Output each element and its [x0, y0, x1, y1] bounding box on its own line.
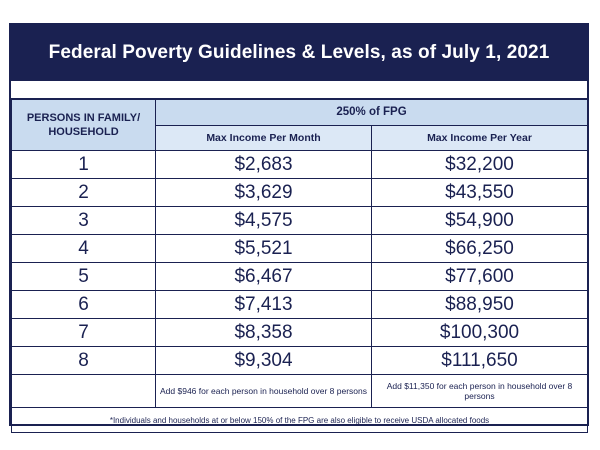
- persons-cell: 4: [11, 234, 156, 263]
- month-column-header: Max Income Per Month: [155, 124, 372, 151]
- table-body: 1 $2,683 $32,200 2 $3,629 $43,550 3 $4,5…: [11, 150, 588, 433]
- table-row: 3 $4,575 $54,900: [11, 206, 588, 235]
- table-row: 7 $8,358 $100,300: [11, 318, 588, 347]
- footnote-row: *Individuals and households at or below …: [11, 407, 588, 433]
- month-cell: $4,575: [155, 206, 372, 235]
- year-note: Add $11,350 for each person in household…: [371, 374, 588, 408]
- month-cell: $9,304: [155, 346, 372, 375]
- table-row: 2 $3,629 $43,550: [11, 178, 588, 207]
- year-cell: $88,950: [371, 290, 588, 319]
- table-row: 4 $5,521 $66,250: [11, 234, 588, 263]
- year-column-header: Max Income Per Year: [371, 124, 588, 151]
- persons-cell: 8: [11, 346, 156, 375]
- persons-cell: 1: [11, 150, 156, 179]
- persons-cell: 6: [11, 290, 156, 319]
- year-cell: $54,900: [371, 206, 588, 235]
- table-row: 1 $2,683 $32,200: [11, 150, 588, 179]
- fpg-table: PERSONS IN FAMILY/ HOUSEHOLD 250% of FPG…: [11, 99, 588, 433]
- page-title: Federal Poverty Guidelines & Levels, as …: [11, 25, 587, 81]
- persons-cell: 2: [11, 178, 156, 207]
- year-cell: $100,300: [371, 318, 588, 347]
- header-spacer: [11, 81, 587, 99]
- month-cell: $2,683: [155, 150, 372, 179]
- year-cell: $111,650: [371, 346, 588, 375]
- month-cell: $8,358: [155, 318, 372, 347]
- guidelines-card: Federal Poverty Guidelines & Levels, as …: [9, 23, 589, 433]
- persons-cell: 7: [11, 318, 156, 347]
- month-cell: $5,521: [155, 234, 372, 263]
- year-cell: $77,600: [371, 262, 588, 291]
- month-cell: $7,413: [155, 290, 372, 319]
- table-row: 6 $7,413 $88,950: [11, 290, 588, 319]
- fpg-group-header: 250% of FPG: [155, 99, 588, 126]
- table-row: 8 $9,304 $111,650: [11, 346, 588, 375]
- footnote: *Individuals and households at or below …: [11, 407, 588, 433]
- persons-cell: 5: [11, 262, 156, 291]
- year-cell: $66,250: [371, 234, 588, 263]
- table-row: 5 $6,467 $77,600: [11, 262, 588, 291]
- month-cell: $3,629: [155, 178, 372, 207]
- month-note: Add $946 for each person in household ov…: [155, 374, 372, 408]
- month-cell: $6,467: [155, 262, 372, 291]
- year-cell: $32,200: [371, 150, 588, 179]
- additional-person-row: Add $946 for each person in household ov…: [11, 374, 588, 408]
- persons-cell: 3: [11, 206, 156, 235]
- persons-header: PERSONS IN FAMILY/ HOUSEHOLD: [11, 99, 156, 151]
- empty-cell: [11, 374, 156, 408]
- year-cell: $43,550: [371, 178, 588, 207]
